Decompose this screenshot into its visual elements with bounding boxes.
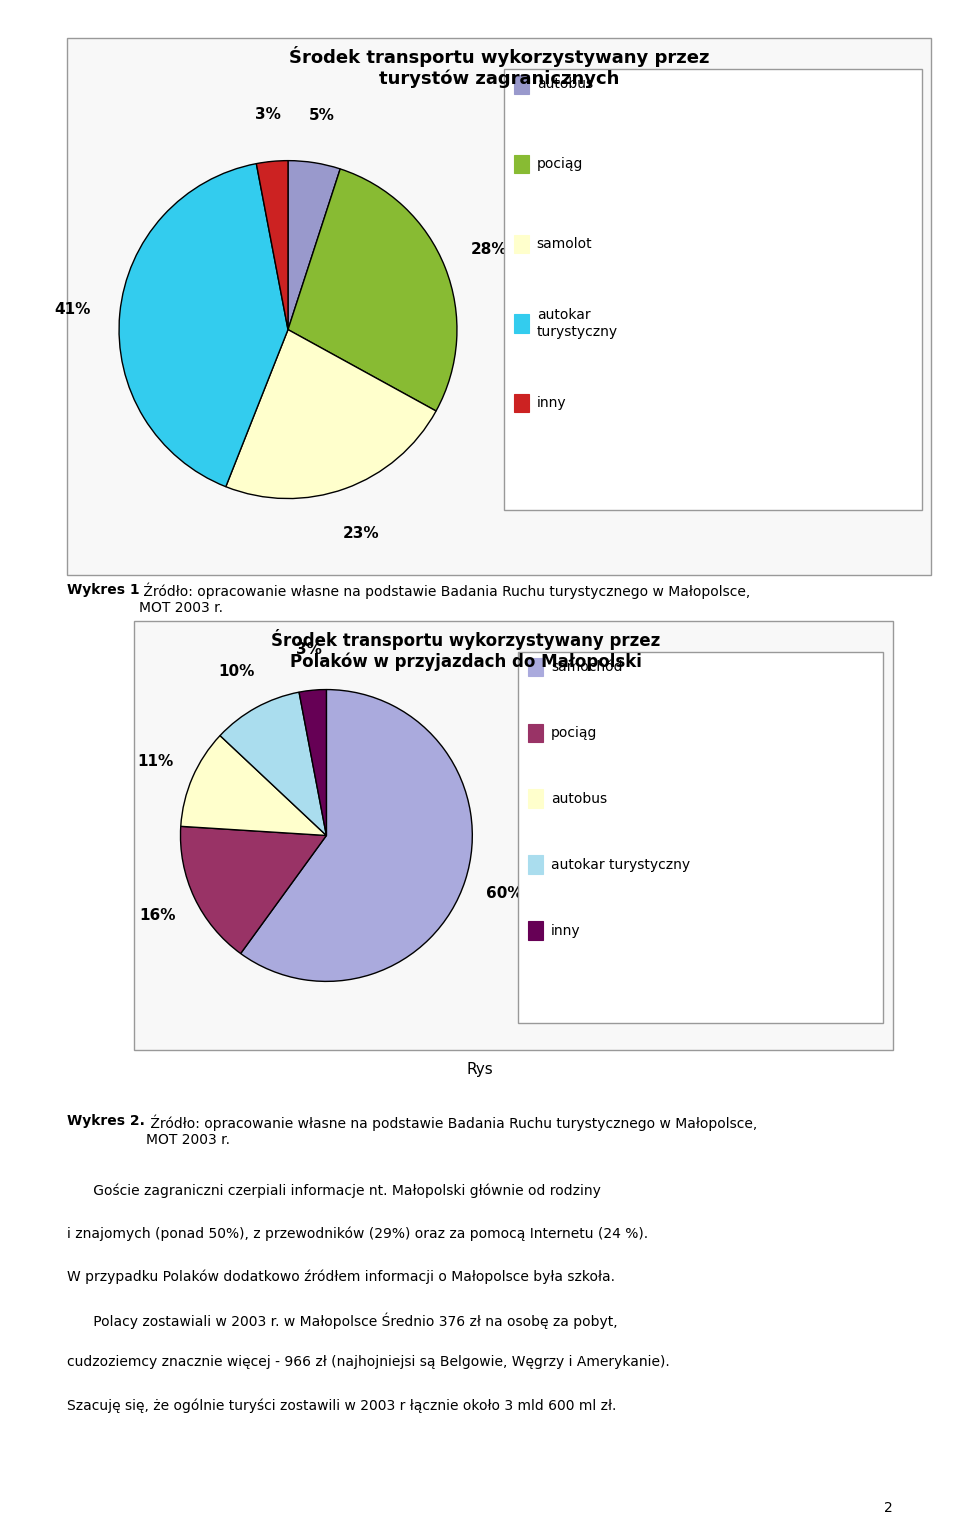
Text: Wykres 2.: Wykres 2. <box>67 1114 145 1128</box>
Wedge shape <box>119 164 288 486</box>
Wedge shape <box>220 693 326 835</box>
Text: Środek transportu wykorzystywany przez
Polaków w przyjazdach do Małopolski: Środek transportu wykorzystywany przez P… <box>271 629 660 671</box>
Text: Źródło: opracowanie własne na podstawie Badania Ruchu turystycznego w Małopolsce: Źródło: opracowanie własne na podstawie … <box>139 583 751 615</box>
Text: samochód: samochód <box>551 659 622 675</box>
Text: Goście zagraniczni czerpiali informacje nt. Małopolski głównie od rodziny: Goście zagraniczni czerpiali informacje … <box>67 1183 601 1197</box>
Text: cudzoziemcy znacznie więcej - 966 zł (najhojniejsi są Belgowie, Węgrzy i Ameryka: cudzoziemcy znacznie więcej - 966 zł (na… <box>67 1355 670 1369</box>
Text: 3%: 3% <box>296 642 322 658</box>
Text: samolot: samolot <box>537 236 592 251</box>
Text: Polacy zostawiali w 2003 r. w Małopolsce Średnio 376 zł na osobę za pobyt,: Polacy zostawiali w 2003 r. w Małopolsce… <box>67 1312 618 1329</box>
Text: 23%: 23% <box>343 526 379 541</box>
Text: pociąg: pociąg <box>537 156 583 172</box>
Text: autokar
turystyczny: autokar turystyczny <box>537 308 618 339</box>
Wedge shape <box>288 161 340 330</box>
Wedge shape <box>241 690 472 981</box>
Text: 11%: 11% <box>137 754 173 770</box>
Text: W przypadku Polaków dodatkowo źródłem informacji o Małopolsce była szkoła.: W przypadku Polaków dodatkowo źródłem in… <box>67 1269 615 1283</box>
Text: inny: inny <box>551 923 581 938</box>
Wedge shape <box>180 826 326 954</box>
Text: i znajomych (ponad 50%), z przewodników (29%) oraz za pomocą Internetu (24 %).: i znajomych (ponad 50%), z przewodników … <box>67 1226 648 1240</box>
Wedge shape <box>288 169 457 411</box>
Text: autobus: autobus <box>551 791 607 806</box>
Wedge shape <box>300 690 326 835</box>
Text: Szacuję się, że ogólnie turyści zostawili w 2003 r łącznie około 3 mld 600 ml zł: Szacuję się, że ogólnie turyści zostawil… <box>67 1398 616 1412</box>
Text: pociąg: pociąg <box>551 725 597 740</box>
Wedge shape <box>180 736 326 835</box>
Text: autobus: autobus <box>537 77 592 92</box>
Text: Rys: Rys <box>467 1062 493 1078</box>
Text: 3%: 3% <box>254 107 280 121</box>
Text: 2: 2 <box>884 1501 893 1515</box>
Text: 16%: 16% <box>139 908 176 923</box>
Wedge shape <box>226 330 436 498</box>
Text: 28%: 28% <box>470 242 508 258</box>
Text: 10%: 10% <box>218 664 254 679</box>
Text: Wykres 1: Wykres 1 <box>67 583 140 596</box>
Text: 5%: 5% <box>309 109 335 124</box>
Text: autokar turystyczny: autokar turystyczny <box>551 857 690 872</box>
Text: 60%: 60% <box>486 886 522 901</box>
Text: Środek transportu wykorzystywany przez
turystów zagranicznych: Środek transportu wykorzystywany przez t… <box>289 46 709 89</box>
Text: Źródło: opracowanie własne na podstawie Badania Ruchu turystycznego w Małopolsce: Źródło: opracowanie własne na podstawie … <box>146 1114 757 1147</box>
Wedge shape <box>256 161 288 330</box>
Text: 41%: 41% <box>55 302 91 317</box>
Text: inny: inny <box>537 396 566 411</box>
